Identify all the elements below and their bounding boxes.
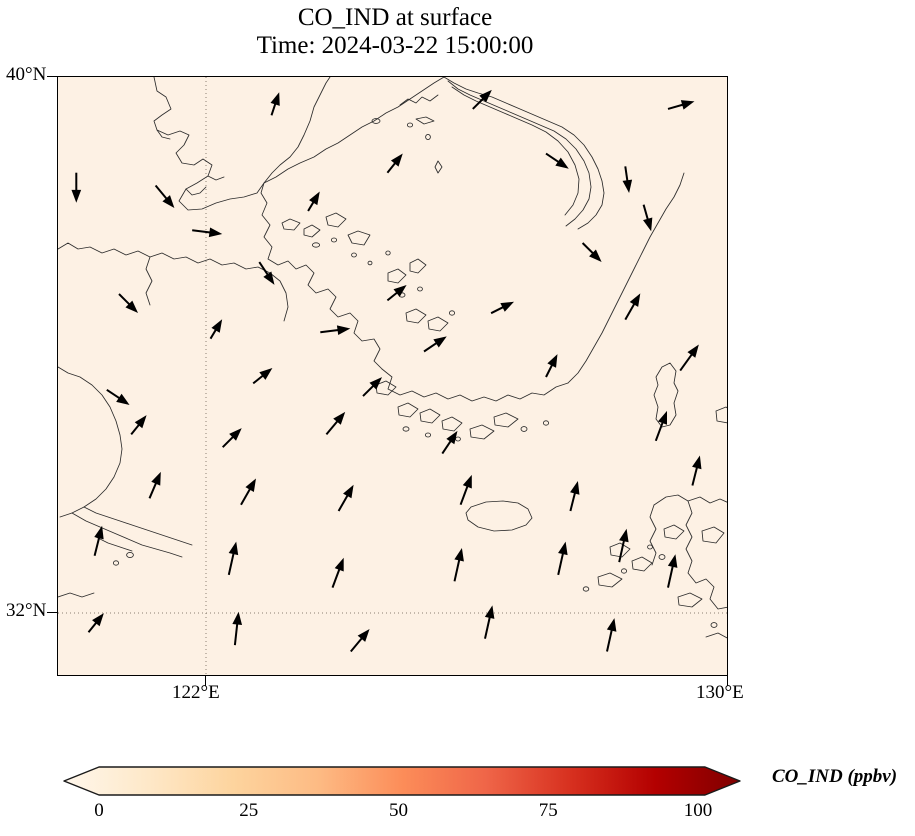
map-plot-area[interactable] xyxy=(57,76,728,676)
colorbar-title: CO_IND (ppbv) xyxy=(772,766,898,787)
title-line-time: Time: 2024-03-22 15:00:00 xyxy=(256,32,534,59)
axis-label-lat-40: 40°N xyxy=(6,64,47,85)
coastlines xyxy=(58,77,727,639)
figure-title: CO_IND at surface Time: 2024-03-22 15:00… xyxy=(0,4,790,60)
wind-arrow-head xyxy=(667,554,678,568)
wind-arrow-head xyxy=(309,191,320,206)
wind-arrow-head xyxy=(454,547,464,562)
wind-arrow-head xyxy=(390,153,403,167)
wind-arrow-head xyxy=(94,525,104,540)
wind-arrow-head xyxy=(547,354,558,368)
wind-arrow-head xyxy=(232,611,243,625)
tick-mark-lat-32 xyxy=(47,612,57,614)
wind-arrow-head xyxy=(393,285,407,297)
wind-arrow-head xyxy=(92,613,104,627)
wind-arrow-head xyxy=(333,411,346,425)
wind-arrow-head xyxy=(369,377,383,390)
wind-arrow-head xyxy=(500,301,515,312)
wind-arrow-head xyxy=(680,100,695,110)
tick-mark-lat-40 xyxy=(47,76,57,78)
wind-arrow-head xyxy=(134,415,147,429)
wind-arrow-head xyxy=(357,628,370,642)
wind-arrow-head xyxy=(555,157,569,169)
wind-arrow-head xyxy=(270,92,280,106)
wind-arrow-head xyxy=(606,618,617,632)
wind-arrow-head xyxy=(479,89,492,103)
wind-arrow-head xyxy=(658,410,667,425)
wind-arrow-head xyxy=(259,368,273,380)
wind-arrow-head xyxy=(446,430,458,445)
wind-arrow-head xyxy=(71,189,82,203)
tick-mark-lon-130 xyxy=(727,676,729,686)
wind-arrow-head xyxy=(692,455,702,470)
tick-mark-lon-122 xyxy=(205,676,207,686)
wind-arrow-head xyxy=(336,325,351,335)
wind-arrow-head xyxy=(208,227,223,238)
wind-arrow-head xyxy=(343,484,354,499)
wind-arrow-head xyxy=(229,428,242,441)
colorbar-tick-75: 75 xyxy=(538,800,558,821)
map-canvas xyxy=(58,77,727,675)
axis-label-lon-122: 122°E xyxy=(172,682,220,703)
wind-arrow-head xyxy=(245,478,256,492)
wind-arrow-head xyxy=(211,319,223,333)
wind-arrow-head xyxy=(125,300,139,313)
wind-arrow-head xyxy=(643,217,653,232)
wind-arrow-head xyxy=(619,528,629,543)
title-line-variable: CO_IND at surface xyxy=(297,4,493,31)
axis-label-lon-130: 130°E xyxy=(696,682,744,703)
wind-arrow-head xyxy=(116,393,130,405)
wind-arrow-head xyxy=(462,474,472,489)
wind-arrow-head xyxy=(151,471,161,486)
wind-arrow-head xyxy=(589,249,602,263)
wind-arrow-head xyxy=(622,179,633,194)
wind-arrow-head xyxy=(263,271,275,285)
colorbar-tick-25: 25 xyxy=(239,800,259,821)
wind-arrow-head xyxy=(629,293,641,307)
wind-arrow-head xyxy=(334,557,344,572)
wind-arrow-head xyxy=(433,336,447,348)
axis-label-lat-32: 32°N xyxy=(6,600,47,621)
colorbar-tick-50: 50 xyxy=(389,800,408,821)
wind-vector-arrows xyxy=(71,89,702,653)
wind-arrow-head xyxy=(484,605,495,619)
wind-arrow-head xyxy=(687,344,699,358)
colorbar-tick-labels: 0 25 50 75 100 xyxy=(0,800,915,830)
colorbar[interactable] xyxy=(62,765,742,797)
wind-arrow-head xyxy=(228,541,239,556)
wind-arrow-head xyxy=(570,481,580,495)
colorbar-gradient xyxy=(63,766,741,796)
wind-arrow-head xyxy=(162,195,175,209)
wind-arrow-head xyxy=(558,541,568,556)
colorbar-tick-100: 100 xyxy=(683,800,713,821)
colorbar-tick-0: 0 xyxy=(94,800,104,821)
